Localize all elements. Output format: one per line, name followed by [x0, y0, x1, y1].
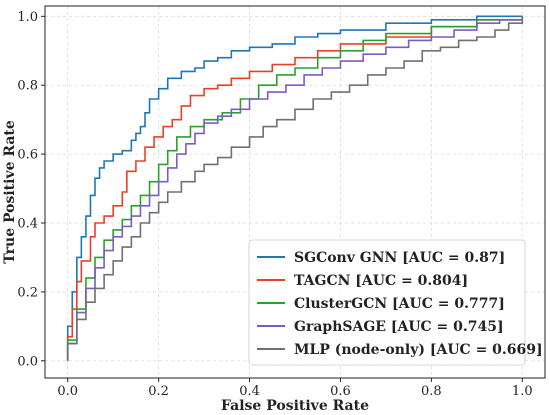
y-tick-label: 0.8	[17, 79, 38, 94]
roc-curve-4	[66, 16, 524, 361]
legend-label-3: ClusterGCN [AUC = 0.777]	[294, 296, 505, 312]
roc-curves	[66, 15, 524, 361]
x-tick-label: 0.0	[57, 384, 78, 399]
roc-curve-3	[66, 16, 524, 361]
x-axis-ticks: 0.0 0.2 0.4 0.6 0.8 1.0	[57, 378, 533, 399]
x-tick-label: 0.8	[421, 384, 442, 399]
y-tick-label: 0.6	[17, 148, 38, 163]
roc-curve-1	[66, 15, 523, 361]
x-tick-label: 0.2	[148, 384, 169, 399]
legend: SGConv GNN [AUC = 0.87] TAGCN [AUC = 0.80…	[248, 239, 543, 366]
legend-label-5: MLP (node-only) [AUC = 0.669]	[294, 342, 543, 358]
x-tick-label: 0.6	[330, 384, 351, 399]
y-axis-ticks: 0.0 0.2 0.4 0.6 0.8 1.0	[17, 10, 45, 369]
roc-curve-5	[66, 16, 524, 361]
y-tick-label: 0.4	[17, 217, 38, 232]
y-tick-label: 0.0	[17, 354, 38, 369]
y-tick-label: 1.0	[17, 10, 38, 25]
legend-label-1: SGConv GNN [AUC = 0.87]	[294, 250, 505, 266]
x-axis-label: False Positive Rate	[221, 398, 369, 414]
plot-frame	[44, 5, 546, 379]
x-tick-label: 1.0	[512, 384, 533, 399]
roc-curve-2	[66, 16, 524, 361]
legend-frame	[248, 239, 526, 366]
y-axis-label: True Positive Rate	[2, 120, 18, 264]
legend-label-2: TAGCN [AUC = 0.804]	[294, 273, 468, 289]
y-tick-label: 0.2	[17, 285, 38, 300]
x-tick-label: 0.4	[239, 384, 260, 399]
legend-label-4: GraphSAGE [AUC = 0.745]	[294, 319, 504, 335]
